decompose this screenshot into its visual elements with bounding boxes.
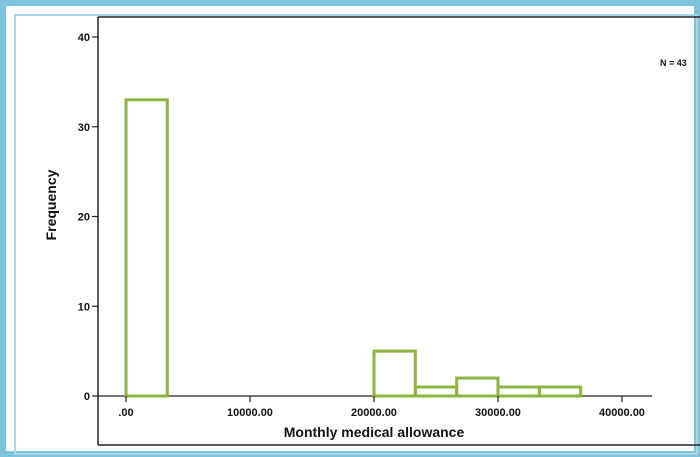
x-tick-label: 40000.00 <box>599 407 645 419</box>
histogram-bar <box>372 349 417 398</box>
histogram-bar <box>496 385 541 398</box>
x-axis-ticks: .00 10000.00 20000.00 30000.00 40000.00 <box>118 396 645 419</box>
y-axis-ticks: 0 10 20 30 40 <box>78 32 98 403</box>
sample-size-annotation: N = 43 <box>660 58 687 68</box>
y-axis-label: Frequency <box>43 169 59 240</box>
x-tick-label: 20000.00 <box>351 407 397 419</box>
y-tick-label: 10 <box>78 301 90 313</box>
histogram-bar <box>455 376 500 398</box>
y-tick-label: 0 <box>84 391 90 403</box>
histogram-bar <box>537 385 583 398</box>
chart-frame-inner <box>14 14 698 455</box>
histogram-bar <box>124 98 169 398</box>
x-tick-label: .00 <box>118 407 133 419</box>
x-tick-label: 30000.00 <box>475 407 521 419</box>
x-axis-label: Monthly medical allowance <box>284 424 465 440</box>
y-tick-label: 20 <box>78 212 90 224</box>
y-tick-label: 40 <box>78 32 90 44</box>
x-tick-label: 10000.00 <box>227 407 273 419</box>
histogram-bars <box>124 98 583 398</box>
y-tick-label: 30 <box>78 122 90 134</box>
plot-area <box>97 16 700 446</box>
histogram-bar <box>413 385 459 398</box>
